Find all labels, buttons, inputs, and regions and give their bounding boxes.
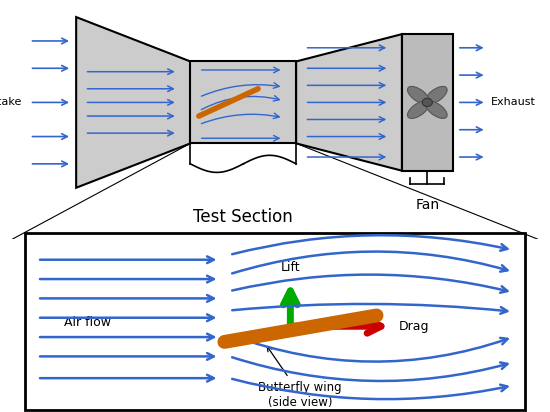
Text: Exhaust: Exhaust <box>491 97 536 108</box>
Ellipse shape <box>426 87 447 104</box>
Circle shape <box>422 98 432 107</box>
Text: Lift: Lift <box>280 261 300 274</box>
Text: Fan: Fan <box>415 198 439 212</box>
Polygon shape <box>296 34 402 171</box>
Text: Test Section: Test Section <box>194 208 293 226</box>
Text: Drag: Drag <box>399 320 430 333</box>
Bar <box>190 61 296 143</box>
Ellipse shape <box>408 87 429 104</box>
Ellipse shape <box>408 101 429 118</box>
Text: Air flow: Air flow <box>64 316 111 329</box>
Polygon shape <box>76 17 190 188</box>
Text: Air intake: Air intake <box>0 97 21 108</box>
Ellipse shape <box>426 101 447 118</box>
Text: Butterfly wing
(side view): Butterfly wing (side view) <box>258 346 342 409</box>
Bar <box>402 34 453 171</box>
